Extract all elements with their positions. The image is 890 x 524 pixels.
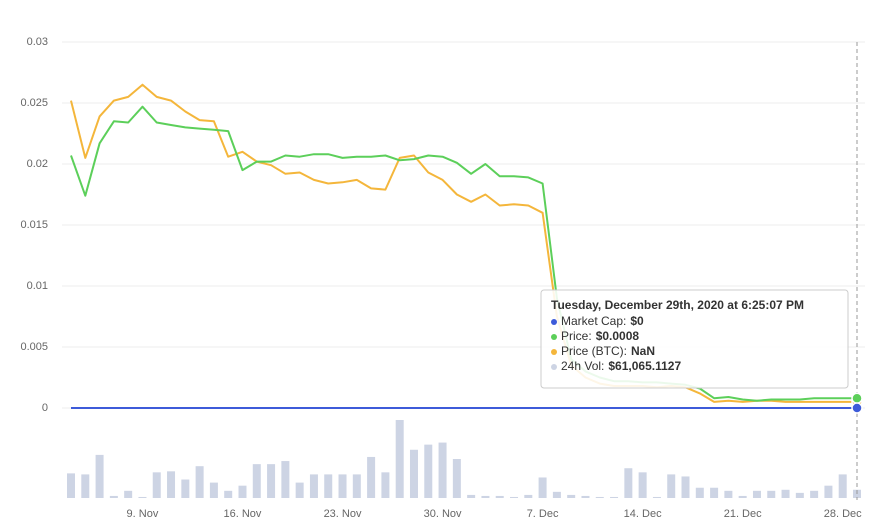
- tooltip-bullet: [551, 319, 557, 325]
- volume-bar: [238, 485, 247, 498]
- volume-bar: [438, 442, 447, 498]
- y-tick-label: 0.015: [20, 219, 48, 231]
- plot: [70, 83, 857, 409]
- volume-bar: [167, 471, 176, 498]
- hover-marker: [851, 392, 863, 404]
- volume-bar: [795, 492, 804, 498]
- volume-bar: [109, 495, 118, 498]
- volume-bar: [781, 489, 790, 498]
- tooltip-title: Tuesday, December 29th, 2020 at 6:25:07 …: [551, 298, 804, 312]
- tooltip-value: NaN: [631, 344, 655, 358]
- tooltip-bullet: [551, 334, 557, 340]
- volume-bar: [524, 494, 533, 498]
- volume-bar: [481, 495, 490, 498]
- volume-bar: [810, 490, 819, 498]
- volume-bar: [367, 456, 376, 498]
- y-tick-label: 0.025: [20, 97, 48, 109]
- volume-bar: [695, 487, 704, 498]
- volume-bar: [252, 464, 261, 498]
- tooltip: Tuesday, December 29th, 2020 at 6:25:07 …: [540, 289, 849, 389]
- y-tick-label: 0.01: [27, 280, 48, 292]
- volume-bar: [581, 495, 590, 498]
- tooltip-bullet: [551, 364, 557, 370]
- tooltip-value: $0.0008: [596, 329, 640, 343]
- tooltip-label: Market Cap:: [561, 314, 626, 328]
- volume-bar: [595, 496, 604, 498]
- volume-bar: [195, 466, 204, 498]
- volume-bar: [395, 420, 404, 498]
- hover-markers: [851, 392, 863, 414]
- volume-bar: [267, 464, 276, 498]
- tooltip-value: $61,065.1127: [608, 359, 681, 373]
- price-line: [70, 83, 857, 403]
- volume-bar: [510, 496, 519, 498]
- y-tick-label: 0.005: [20, 341, 48, 353]
- tooltip-label: Price:: [561, 329, 592, 343]
- volume-bar: [567, 494, 576, 498]
- volume-bar: [610, 496, 619, 498]
- volume-bar: [752, 490, 761, 498]
- x-tick-label: 21. Dec: [724, 508, 762, 520]
- volume-bar: [724, 490, 733, 498]
- tooltip-label: 24h Vol:: [561, 359, 604, 373]
- volume-bar: [624, 468, 633, 498]
- tooltip-row: Market Cap: $0: [561, 314, 644, 328]
- volume-bar: [495, 495, 504, 498]
- volume-bar: [281, 461, 290, 498]
- volume-bar: [181, 479, 190, 498]
- volume-pane: [67, 420, 861, 498]
- volume-bar: [452, 459, 461, 498]
- tooltip-box: [540, 289, 849, 389]
- volume-bar: [738, 495, 747, 498]
- volume-bar: [309, 474, 318, 498]
- x-tick-label: 9. Nov: [127, 508, 159, 520]
- volume-bar: [81, 474, 90, 498]
- x-tick-label: 16. Nov: [224, 508, 262, 520]
- volume-bar: [352, 474, 361, 498]
- grid: 0 0.005 0.01 0.015 0.02 0.025 0.03 9. Nov 16. No…: [20, 36, 865, 520]
- volume-bar: [409, 449, 418, 498]
- volume-bar: [552, 491, 561, 498]
- price-line: [70, 105, 857, 402]
- x-tick-label: 28. Dec: [824, 508, 862, 520]
- volume-bar: [652, 496, 661, 498]
- tooltip-label: Price (BTC):: [561, 344, 627, 358]
- volume-bar: [338, 474, 347, 498]
- y-tick-label: 0: [42, 402, 48, 414]
- volume-bar: [95, 454, 104, 498]
- volume-bar: [424, 444, 433, 498]
- volume-bar: [152, 472, 161, 498]
- tooltip-row: 24h Vol: $61,065.1127: [561, 359, 681, 373]
- y-tick-label: 0.02: [27, 158, 48, 170]
- x-tick-label: 7. Dec: [527, 508, 559, 520]
- tooltip-row: Price (BTC): NaN: [561, 344, 655, 358]
- volume-bar: [138, 496, 147, 498]
- tooltip-bullet: [551, 349, 557, 355]
- volume-bar: [67, 473, 75, 498]
- volume-bar: [824, 485, 833, 498]
- volume-bar: [224, 490, 233, 498]
- x-tick-label: 23. Nov: [324, 508, 362, 520]
- volume-bar: [124, 490, 133, 498]
- volume-bar: [467, 494, 476, 498]
- volume-bar: [767, 490, 776, 498]
- volume-bar: [381, 472, 390, 498]
- tooltip-value: $0: [630, 314, 644, 328]
- tooltip-row: Price: $0.0008: [561, 329, 639, 343]
- volume-bar: [295, 482, 304, 498]
- hover-marker: [851, 402, 863, 414]
- volume-bar: [324, 474, 333, 498]
- volume-bar: [667, 474, 676, 498]
- y-tick-label: 0.03: [27, 36, 48, 48]
- volume-bar: [638, 472, 647, 498]
- volume-bar: [710, 487, 719, 498]
- volume-bar: [538, 477, 547, 498]
- volume-bar: [681, 476, 690, 498]
- volume-bar: [209, 482, 218, 498]
- x-tick-label: 14. Dec: [624, 508, 662, 520]
- x-tick-label: 30. Nov: [424, 508, 462, 520]
- volume-bar: [838, 474, 847, 498]
